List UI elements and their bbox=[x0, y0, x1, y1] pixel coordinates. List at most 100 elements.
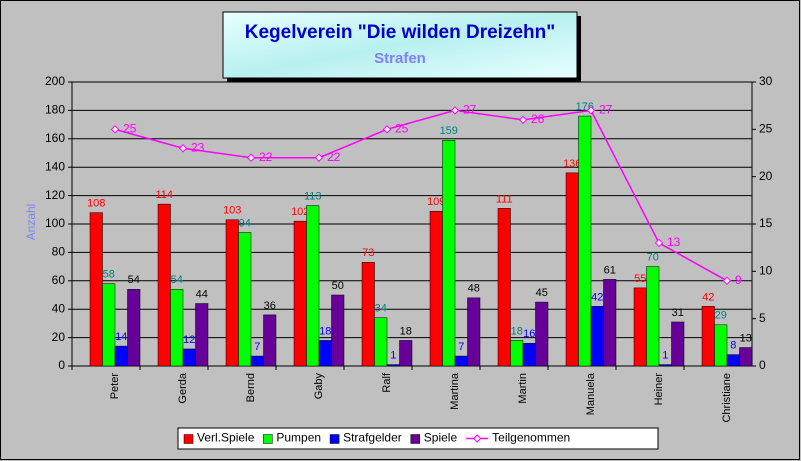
legend-label: Strafgelder bbox=[343, 431, 402, 445]
data-label: 1 bbox=[390, 349, 396, 361]
x-tick-label: Manuela bbox=[585, 372, 597, 415]
data-label: 103 bbox=[223, 205, 241, 217]
x-tick-label: Martina bbox=[449, 372, 461, 410]
x-tick-label: Christiane bbox=[721, 373, 733, 423]
legend-label: Pumpen bbox=[276, 431, 321, 445]
bar bbox=[361, 262, 375, 367]
line-marker bbox=[518, 115, 528, 125]
y-tick-label: 0 bbox=[58, 358, 65, 372]
data-label: 48 bbox=[468, 283, 480, 295]
data-label: 13 bbox=[740, 332, 752, 344]
data-label: 54 bbox=[171, 274, 183, 286]
line-marker bbox=[722, 276, 732, 286]
bar bbox=[510, 340, 524, 367]
y-axis-label: Anzahl bbox=[24, 204, 38, 241]
data-label: 70 bbox=[647, 252, 659, 264]
data-label: 7 bbox=[458, 341, 464, 353]
bar bbox=[535, 301, 549, 367]
chart-subtitle: Strafen bbox=[374, 50, 426, 67]
bar bbox=[522, 343, 536, 367]
bar bbox=[633, 287, 647, 367]
data-label: 31 bbox=[672, 307, 684, 319]
y-tick-label: 80 bbox=[52, 245, 66, 259]
y-tick-label: 60 bbox=[52, 273, 66, 287]
data-label: 25 bbox=[395, 122, 409, 136]
data-label: 34 bbox=[375, 303, 387, 315]
y2-tick-label: 30 bbox=[759, 74, 773, 88]
chart-title: Kegelverein "Die wilden Dreizehn" bbox=[245, 22, 556, 43]
data-label: 26 bbox=[531, 112, 545, 126]
bar bbox=[331, 294, 345, 367]
data-label: 29 bbox=[715, 310, 727, 322]
y2-tick-label: 25 bbox=[759, 122, 773, 136]
y2-tick-label: 20 bbox=[759, 169, 773, 183]
bar bbox=[726, 354, 740, 367]
data-label: 13 bbox=[667, 235, 681, 249]
line-marker bbox=[178, 144, 188, 153]
data-label: 44 bbox=[196, 288, 208, 300]
bar bbox=[293, 220, 307, 367]
line-marker bbox=[110, 125, 120, 134]
line-marker bbox=[450, 106, 460, 115]
bar bbox=[157, 203, 171, 367]
data-label: 12 bbox=[183, 334, 195, 346]
data-label: 7 bbox=[254, 341, 260, 353]
y-tick-label: 120 bbox=[45, 188, 65, 202]
bar bbox=[429, 210, 443, 367]
line-marker bbox=[382, 125, 392, 134]
bar bbox=[497, 208, 511, 367]
bar bbox=[238, 232, 252, 367]
bar bbox=[701, 306, 715, 367]
data-label: 102 bbox=[291, 206, 309, 218]
title-box bbox=[222, 11, 578, 79]
y-tick-label: 100 bbox=[45, 216, 65, 230]
data-label: 25 bbox=[123, 122, 137, 136]
y-tick-label: 160 bbox=[45, 131, 65, 145]
bar bbox=[454, 355, 468, 367]
bar bbox=[102, 283, 116, 367]
y-tick-label: 200 bbox=[45, 74, 65, 88]
line bbox=[114, 109, 728, 282]
legend-swatch bbox=[183, 434, 194, 444]
bar bbox=[565, 172, 579, 367]
bar bbox=[658, 364, 672, 367]
data-label: 136 bbox=[563, 158, 581, 170]
bar bbox=[646, 266, 660, 367]
x-tick-label: Heiner bbox=[653, 373, 665, 406]
y-tick-label: 40 bbox=[52, 301, 66, 315]
legend-swatch bbox=[410, 434, 421, 444]
data-label: 73 bbox=[362, 247, 374, 259]
data-label: 61 bbox=[604, 264, 616, 276]
data-label: 113 bbox=[304, 190, 322, 202]
data-label: 55 bbox=[634, 273, 646, 285]
y2-tick-label: 15 bbox=[759, 216, 773, 230]
legend-label: Spiele bbox=[424, 431, 458, 445]
data-label: 159 bbox=[440, 125, 458, 137]
bar bbox=[386, 364, 400, 367]
y2-tick-label: 0 bbox=[759, 358, 766, 372]
bar bbox=[225, 219, 239, 367]
bar bbox=[195, 303, 209, 367]
data-label: 9 bbox=[735, 273, 742, 287]
legend-marker bbox=[472, 434, 482, 443]
data-label: 114 bbox=[155, 189, 173, 201]
bar bbox=[374, 317, 388, 367]
bar bbox=[739, 347, 753, 367]
bar bbox=[170, 289, 184, 367]
bar bbox=[182, 348, 196, 367]
x-tick-label: Gaby bbox=[313, 373, 325, 400]
bar bbox=[250, 355, 264, 367]
bar bbox=[114, 345, 128, 367]
data-label: 45 bbox=[536, 287, 548, 299]
bar bbox=[399, 340, 413, 367]
data-label: 16 bbox=[523, 328, 535, 340]
bar bbox=[306, 205, 320, 367]
line-marker bbox=[246, 153, 256, 162]
y-tick-label: 180 bbox=[45, 103, 65, 117]
x-tick-label: Martin bbox=[517, 373, 529, 404]
x-tick-label: Ralf bbox=[381, 372, 393, 393]
data-label: 58 bbox=[103, 269, 115, 281]
data-label: 27 bbox=[463, 103, 477, 117]
data-label: 18 bbox=[400, 325, 412, 337]
